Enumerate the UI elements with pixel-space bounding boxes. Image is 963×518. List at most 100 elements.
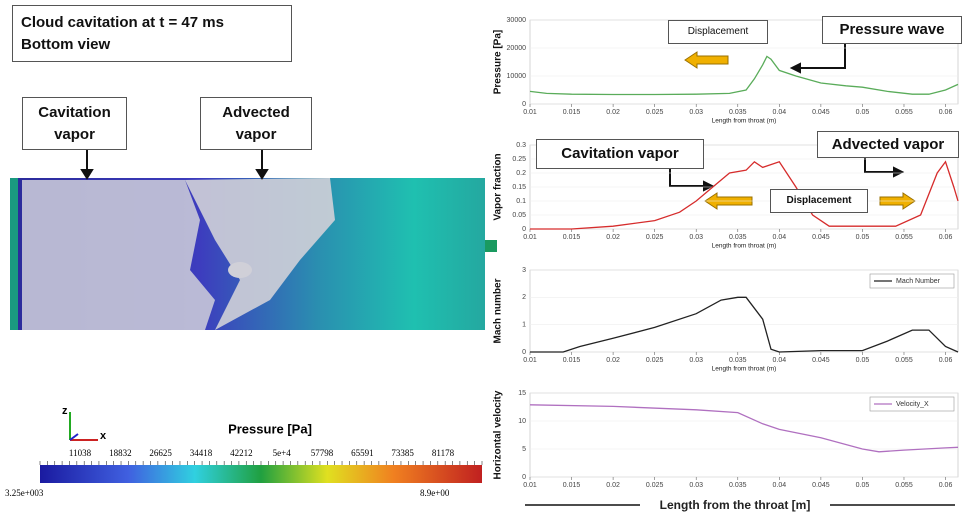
y-tick-label: 0 [522, 349, 526, 356]
y-tick-label: 0.25 [512, 156, 526, 163]
x-tick-label: 0.04 [773, 357, 787, 364]
x-tick-label: 0.06 [939, 482, 953, 489]
x-tick-label: 0.06 [939, 234, 953, 241]
x-tick-label: 0.015 [563, 357, 581, 364]
x-tick-label: 0.04 [773, 234, 787, 241]
x-tick-label: 0.01 [523, 234, 537, 241]
x-tick-label: 0.03 [689, 109, 703, 116]
x-tick-label: 0.025 [646, 357, 664, 364]
line-series [529, 55, 959, 96]
legend-label: Mach Number [896, 278, 941, 285]
y-tick-label: 10 [518, 418, 526, 425]
x-tick-label: 0.045 [812, 482, 830, 489]
x-tick-label: 0.025 [646, 109, 664, 116]
x-axis-label: Length from throat (m) [712, 243, 777, 250]
colorbar-tick-label: 81178 [432, 448, 455, 458]
label-line: Cavitation [38, 104, 111, 121]
x-tick-label: 0.035 [729, 234, 747, 241]
y-axis-label: Vapor fraction [493, 153, 504, 220]
x-tick-label: 0.055 [895, 482, 913, 489]
y-tick-label: 0 [522, 226, 526, 233]
x-tick-label: 0.03 [689, 357, 703, 364]
colorbar-min: 3.25e+003 [5, 488, 44, 498]
y-axis-label: Pressure [Pa] [493, 30, 504, 94]
y-tick-label: 1 [522, 322, 526, 329]
x-tick-label: 0.015 [563, 109, 581, 116]
arrows [80, 40, 955, 506]
x-tick-label: 0.02 [606, 357, 620, 364]
axis-label: x [100, 430, 107, 442]
y-tick-label: 5 [522, 446, 526, 453]
colorbar-tick-label: 34418 [190, 448, 213, 458]
x-tick-label: 0.04 [773, 482, 787, 489]
x-tick-label: 0.01 [523, 357, 537, 364]
y-tick-label: 2 [522, 294, 526, 301]
x-tick-label: 0.045 [812, 357, 830, 364]
x-tick-label: 0.035 [729, 109, 747, 116]
x-tick-label: 0.015 [563, 234, 581, 241]
y-tick-label: 0.2 [516, 170, 526, 177]
colorbar-tick-label: 5e+4 [273, 448, 292, 458]
colorbar-tick-label: 65591 [351, 448, 374, 458]
y-tick-label: 0 [522, 101, 526, 108]
x-tick-label: 0.01 [523, 109, 537, 116]
label-line: Advected [222, 104, 290, 121]
y-tick-label: 0.15 [512, 184, 526, 191]
colorbar-tick-label: 42212 [230, 448, 253, 458]
x-tick-label: 0.045 [812, 234, 830, 241]
x-axis-label: Length from throat (m) [712, 366, 777, 373]
x-tick-label: 0.035 [729, 482, 747, 489]
title-line: Bottom view [21, 36, 111, 53]
legend-box [869, 273, 955, 289]
y-tick-label: 0 [522, 474, 526, 481]
y-tick-label: 30000 [507, 17, 527, 24]
label-box: Advected vapor [200, 97, 312, 150]
axis-label: z [62, 405, 68, 417]
colorbar-max: 8.9e+00 [420, 488, 450, 498]
x-tick-label: 0.06 [939, 357, 953, 364]
colorbar-tick-label: 57798 [311, 448, 334, 458]
line-series [530, 160, 959, 230]
y-tick-label: 0.1 [516, 198, 526, 205]
y-tick-label: 15 [518, 390, 526, 397]
legend-box [869, 396, 955, 412]
annotation: Advected vapor [817, 131, 959, 158]
line-series [530, 296, 959, 353]
colorbar-title: Pressure [Pa] [228, 421, 312, 436]
x-tick-label: 0.03 [689, 234, 703, 241]
annotation: Cavitation vapor [536, 139, 704, 169]
title-box: Cloud cavitation at t = 47 ms Bottom vie… [12, 5, 292, 62]
y-tick-label: 3 [522, 267, 526, 274]
y-tick-label: 20000 [507, 45, 527, 52]
x-tick-label: 0.055 [895, 234, 913, 241]
axis-triad: z x [62, 405, 107, 442]
annotation: Displacement [770, 189, 868, 213]
x-tick-label: 0.05 [856, 109, 870, 116]
x-tick-label: 0.02 [606, 234, 620, 241]
x-tick-label: 0.06 [939, 109, 953, 116]
x-tick-label: 0.015 [563, 482, 581, 489]
x-tick-label: 0.055 [895, 109, 913, 116]
y-axis-label: Horizontal velocity [493, 390, 504, 479]
x-tick-label: 0.05 [856, 234, 870, 241]
cfd-image [10, 178, 497, 330]
x-tick-label: 0.01 [523, 482, 537, 489]
y-tick-label: 0.3 [516, 142, 526, 149]
colorbar [40, 465, 482, 483]
colorbar-ticks: 11038 18832 26625 34418 42212 5e+4 57798 65591 7… [39, 448, 483, 465]
title-line: Cloud cavitation at t = 47 ms [21, 14, 224, 31]
x-tick-label: 0.035 [729, 357, 747, 364]
x-tick-label: 0.045 [812, 109, 830, 116]
x-tick-label: 0.055 [895, 357, 913, 364]
x-axis-label: Length from throat (m) [712, 118, 777, 125]
label-line: vapor [235, 126, 277, 143]
label-box: Cavitation vapor [22, 97, 127, 150]
x-tick-label: 0.03 [689, 482, 703, 489]
x-tick-label: 0.05 [856, 357, 870, 364]
x-tick-label: 0.025 [646, 482, 664, 489]
x-tick-label: 0.04 [773, 109, 787, 116]
line-series [529, 404, 959, 453]
x-tick-label: 0.02 [606, 109, 620, 116]
